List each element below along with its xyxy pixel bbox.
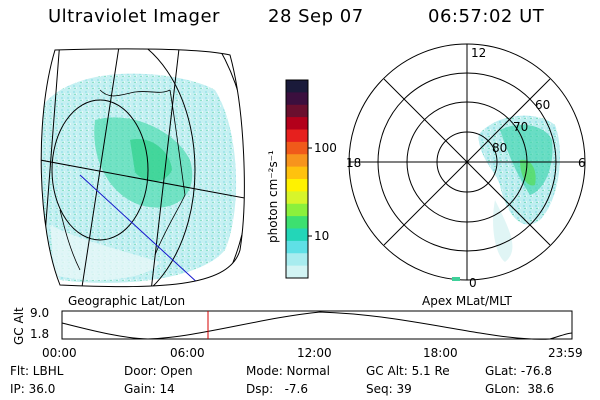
info-door: Door: Open — [124, 364, 193, 378]
colorbar — [285, 79, 312, 279]
colorbar-swatch — [286, 253, 308, 267]
colorbar-swatch — [286, 216, 308, 229]
info-ip: IP: 36.0 — [10, 382, 56, 396]
colorbar-swatch — [286, 191, 308, 205]
timeline-y-tick-top: 9.0 — [30, 306, 50, 320]
instrument-title: Ultraviolet Imager — [48, 6, 220, 27]
colorbar-swatch — [286, 203, 308, 217]
colorbar-tick-100: 100 — [314, 141, 337, 155]
time-label: 06:57:02 UT — [428, 6, 545, 27]
mlt-label-bottom: 0 — [469, 276, 477, 290]
colorbar-swatch — [286, 240, 308, 254]
lat-label-60: 60 — [535, 98, 551, 112]
info-mode: Mode: Normal — [246, 364, 330, 378]
colorbar-tick-10: 10 — [314, 229, 330, 243]
info-seq: Seq: 39 — [366, 382, 412, 396]
info-dsp: Dsp: -7.6 — [246, 382, 309, 396]
colorbar-frame — [285, 79, 309, 279]
info-gc-alt: GC Alt: 5.1 Re — [366, 364, 450, 378]
date-label: 28 Sep 07 — [268, 6, 364, 27]
colorbar-swatch — [286, 80, 308, 93]
colorbar-unit: photon cm⁻²s⁻¹ — [266, 150, 280, 243]
timeline-x-tick-1800: 18:00 — [423, 346, 458, 360]
geographic-map-label: Geographic Lat/Lon — [68, 294, 186, 308]
colorbar-swatch — [286, 228, 308, 242]
colorbar-swatch — [286, 265, 308, 279]
colorbar-swatch — [286, 141, 308, 155]
timeline-x-tick-1200: 12:00 — [297, 346, 332, 360]
mlt-label-right: 6 — [578, 156, 586, 170]
colorbar-swatch — [286, 179, 308, 192]
altitude-timeline — [61, 310, 573, 340]
colorbar-swatch — [286, 92, 308, 106]
colorbar-swatch — [286, 166, 308, 180]
polar-map-label: Apex MLat/MLT — [422, 294, 512, 308]
lat-label-80: 80 — [492, 141, 508, 155]
timeline-x-tick-0600: 06:00 — [170, 346, 205, 360]
timeline-y-tick-bottom: 1.8 — [30, 327, 50, 341]
mlt-label-left: 18 — [346, 156, 362, 170]
geographic-map — [40, 48, 245, 288]
mlt-label-top: 12 — [471, 46, 487, 60]
info-filter: Flt: LBHL — [10, 364, 64, 378]
colorbar-title: photon cm⁻²s⁻¹ — [266, 150, 280, 243]
timeline-y-label: GC Alt — [12, 307, 26, 345]
info-glon: GLon: 38.6 — [485, 382, 555, 396]
polar-map — [348, 43, 586, 281]
lat-label-70: 70 — [513, 120, 529, 134]
colorbar-swatch — [286, 129, 308, 143]
colorbar-swatch — [286, 104, 308, 118]
timeline-x-tick-2359: 23:59 — [548, 346, 583, 360]
timeline-x-tick-0000: 00:00 — [42, 346, 77, 360]
info-gain: Gain: 14 — [124, 382, 175, 396]
colorbar-swatch — [286, 117, 308, 130]
colorbar-swatch — [286, 154, 308, 168]
info-glat: GLat: -76.8 — [485, 364, 552, 378]
